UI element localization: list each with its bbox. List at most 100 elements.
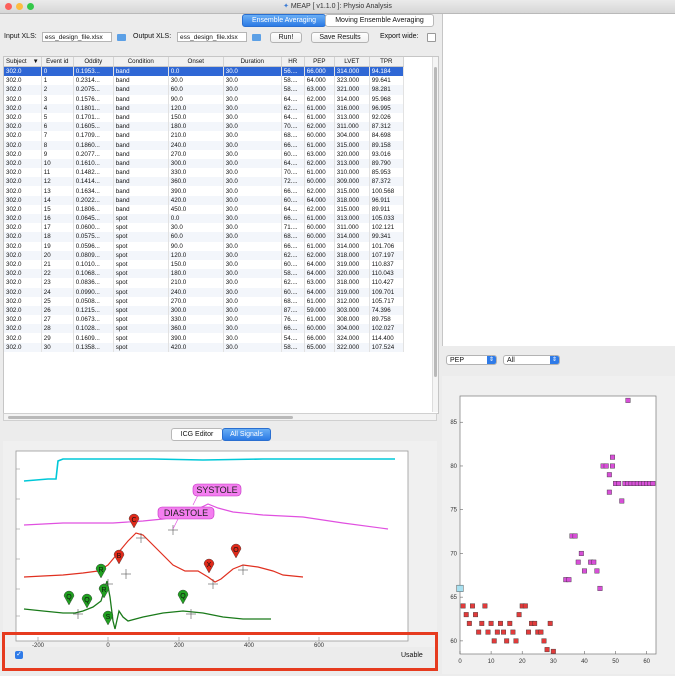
column-header-tpr[interactable]: TPR: [369, 57, 404, 67]
scatter-point[interactable]: [473, 612, 479, 618]
table-row[interactable]: 302.0 17 0.0600... spot 30.0 30.0 71.... 60.000…: [4, 223, 404, 233]
table-row[interactable]: 302.0 15 0.1806... band 450.0 30.0 64.... 62.00…: [4, 204, 404, 214]
scatter-point[interactable]: [616, 481, 622, 486]
table-row[interactable]: 302.0 16 0.0645... spot 0.0 30.0 66.... 61.000 3…: [4, 214, 404, 224]
scatter-point[interactable]: [456, 584, 464, 592]
export-wide-checkbox[interactable]: [427, 33, 436, 42]
run-button[interactable]: Run!: [270, 32, 302, 43]
scatter-point[interactable]: [501, 629, 507, 635]
condition-select[interactable]: All ⇕: [503, 355, 560, 365]
marker-r[interactable]: R: [95, 563, 107, 579]
output-xls-field[interactable]: ess_design_file.xlsx: [177, 32, 247, 42]
minimize-window-icon[interactable]: [16, 3, 23, 10]
scatter-point[interactable]: [619, 498, 625, 504]
table-row[interactable]: 302.0 19 0.0596... spot 90.0 30.0 66.... 61.000…: [4, 241, 404, 251]
scatter-point[interactable]: [497, 620, 503, 626]
column-header-hr[interactable]: HR: [281, 57, 305, 67]
marker-q[interactable]: Q: [63, 590, 75, 606]
usable-checkbox[interactable]: ✓: [15, 651, 23, 659]
scatter-point[interactable]: [479, 620, 485, 626]
scatter-point[interactable]: [491, 638, 497, 644]
table-row[interactable]: 302.0 24 0.0990... spot 240.0 30.0 60.... 64.00…: [4, 287, 404, 297]
scatter-point[interactable]: [581, 568, 587, 574]
scatter-point[interactable]: [591, 559, 597, 565]
table-row[interactable]: 302.0 7 0.1709... band 210.0 30.0 68.... 60.000…: [4, 131, 404, 141]
tab-icg-editor[interactable]: ICG Editor: [171, 428, 223, 441]
zoom-window-icon[interactable]: [27, 3, 34, 10]
table-row[interactable]: 302.0 10 0.1610... band 300.0 30.0 64.... 62.00…: [4, 158, 404, 169]
scatter-point[interactable]: [466, 620, 472, 626]
tab-all-signals[interactable]: All Signals: [222, 428, 271, 441]
table-row[interactable]: 302.0 29 0.1609... spot 390.0 30.0 54.... 66.00…: [4, 333, 404, 343]
scatter-point[interactable]: [532, 620, 538, 626]
x-variable-select[interactable]: PEP ⇕: [446, 355, 497, 365]
marker-q[interactable]: Q: [81, 593, 93, 609]
column-header-oddity[interactable]: Oddity: [73, 57, 114, 67]
scatter-point[interactable]: [572, 533, 578, 539]
table-row[interactable]: 302.0 25 0.0508... spot 270.0 30.0 68.... 61.00…: [4, 296, 404, 306]
column-header-pep[interactable]: PEP: [304, 57, 335, 67]
scatter-point[interactable]: [550, 648, 556, 654]
table-row[interactable]: 302.0 6 0.1605... band 180.0 30.0 70.... 62.000…: [4, 122, 404, 132]
scatter-point[interactable]: [488, 620, 494, 626]
scatter-point[interactable]: [544, 647, 550, 653]
horizontal-scrollbar-thumb[interactable]: [8, 416, 293, 419]
input-folder-icon[interactable]: [117, 34, 126, 41]
table-row[interactable]: 302.0 30 0.1358... spot 420.0 30.0 58.... 65.00…: [4, 342, 404, 352]
scatter-point[interactable]: [482, 603, 488, 609]
tab-ensemble-averaging[interactable]: Ensemble Averaging: [242, 14, 326, 27]
table-row[interactable]: 302.0 4 0.1801... band 120.0 30.0 62.... 61.000…: [4, 103, 404, 113]
scatter-point[interactable]: [516, 612, 522, 618]
column-header-onset[interactable]: Onset: [168, 57, 224, 67]
marker-x[interactable]: X: [203, 558, 215, 574]
table-row[interactable]: 302.0 27 0.0673... spot 330.0 30.0 76.... 61.00…: [4, 315, 404, 325]
overview-scatter-plot[interactable]: [328, 14, 675, 620]
table-row[interactable]: 302.0 26 0.1215... spot 300.0 30.0 87.... 59.00…: [4, 305, 404, 316]
table-row[interactable]: 302.0 12 0.1414... band 360.0 30.0 72.... 60.00…: [4, 177, 404, 187]
table-row[interactable]: 302.0 3 0.1576... band 90.0 30.0 64.... 62.000 3…: [4, 94, 404, 104]
table-row[interactable]: 302.0 21 0.1010... spot 150.0 30.0 60.... 64.00…: [4, 259, 404, 270]
scatter-point[interactable]: [525, 629, 531, 635]
scatter-point[interactable]: [609, 463, 615, 469]
table-row[interactable]: 302.0 20 0.0809... spot 120.0 30.0 62.... 62.00…: [4, 250, 404, 260]
scatter-point[interactable]: [541, 638, 547, 644]
scatter-point[interactable]: [606, 472, 612, 478]
table-row[interactable]: 302.0 18 0.0575... spot 60.0 30.0 68.... 60.000…: [4, 232, 404, 242]
column-header-condition[interactable]: Condition: [113, 57, 169, 67]
vertical-scrollbar-thumb[interactable]: [434, 67, 437, 377]
sort-down-icon[interactable]: ▼: [32, 58, 39, 65]
scatter-point[interactable]: [566, 577, 572, 583]
marker-o[interactable]: O: [230, 543, 242, 559]
table-row[interactable]: 302.0 0 0.1953... band 0.0 30.0 56.... 66.000 31…: [4, 66, 404, 77]
input-xls-field[interactable]: ess_design_file.xlsx: [42, 32, 112, 42]
tab-moving-ensemble-averaging[interactable]: Moving Ensemble Averaging: [325, 14, 434, 27]
column-header-event-id[interactable]: Event id: [41, 57, 74, 67]
column-header-duration[interactable]: Duration: [223, 57, 282, 67]
table-row[interactable]: 302.0 23 0.0836... spot 210.0 30.0 62.... 63.00…: [4, 278, 404, 288]
signals-plot[interactable]: -200 0 200 400 600 SYSTOLE DIASTOLE C B X O R Q Q R…: [3, 441, 437, 649]
table-row[interactable]: 302.0 8 0.1860... band 240.0 30.0 66.... 61.000…: [4, 140, 404, 150]
scatter-point[interactable]: [547, 620, 553, 626]
scatter-point[interactable]: [460, 603, 466, 609]
scatter-point[interactable]: [650, 481, 656, 486]
systole-label-box[interactable]: [192, 483, 242, 497]
table-row[interactable]: 302.0 22 0.1068... spot 180.0 30.0 58.... 64.00…: [4, 269, 404, 279]
scatter-point[interactable]: [609, 454, 615, 460]
marker-s[interactable]: S: [102, 610, 114, 626]
scatter-point[interactable]: [606, 489, 612, 495]
marker-b[interactable]: B: [113, 549, 125, 565]
output-folder-icon[interactable]: [252, 34, 261, 41]
scatter-point[interactable]: [469, 603, 475, 609]
marker-c[interactable]: C: [128, 513, 140, 529]
table-row[interactable]: 302.0 13 0.1634... band 390.0 30.0 66.... 62.00…: [4, 186, 404, 196]
scatter-point[interactable]: [522, 603, 528, 609]
scatter-point[interactable]: [510, 629, 516, 635]
marker-q[interactable]: Q: [177, 589, 189, 605]
marker-r[interactable]: R: [98, 583, 110, 599]
close-window-icon[interactable]: [5, 3, 12, 10]
scatter-point[interactable]: [597, 585, 603, 591]
column-header-lvet[interactable]: LVET: [334, 57, 370, 67]
scatter-point[interactable]: [507, 620, 513, 626]
table-row[interactable]: 302.0 5 0.1701... band 150.0 30.0 64.... 61.000…: [4, 112, 404, 123]
table-row[interactable]: 302.0 1 0.2314... band 30.0 30.0 58.... 64.000 3…: [4, 76, 404, 86]
